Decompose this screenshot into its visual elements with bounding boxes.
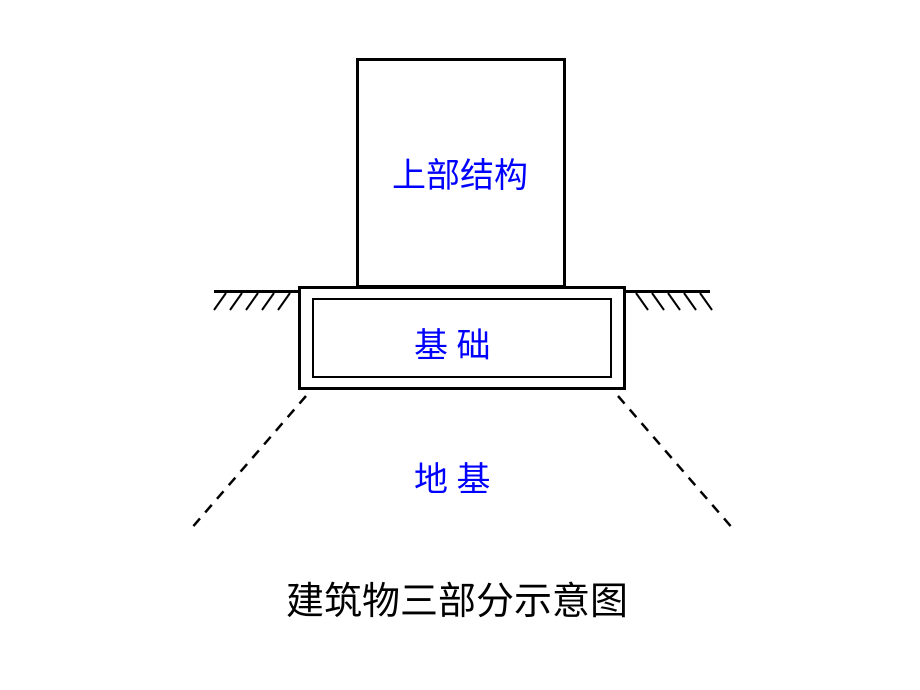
hatch-left-group xyxy=(214,293,290,310)
hatch-right-group xyxy=(636,293,712,310)
ground-line-left xyxy=(214,290,298,293)
building-parts-diagram: 上部结构 基 础 地 基 建筑物三部分示意图 xyxy=(0,0,920,690)
dashed-line-left xyxy=(190,396,306,530)
diagram-caption: 建筑物三部分示意图 xyxy=(286,570,628,625)
ground-line-right xyxy=(626,290,710,293)
dashed-line-right xyxy=(618,396,734,530)
ground-base-label: 地 基 xyxy=(414,452,491,501)
foundation-label: 基 础 xyxy=(414,318,491,367)
upper-structure-label: 上部结构 xyxy=(392,148,528,197)
